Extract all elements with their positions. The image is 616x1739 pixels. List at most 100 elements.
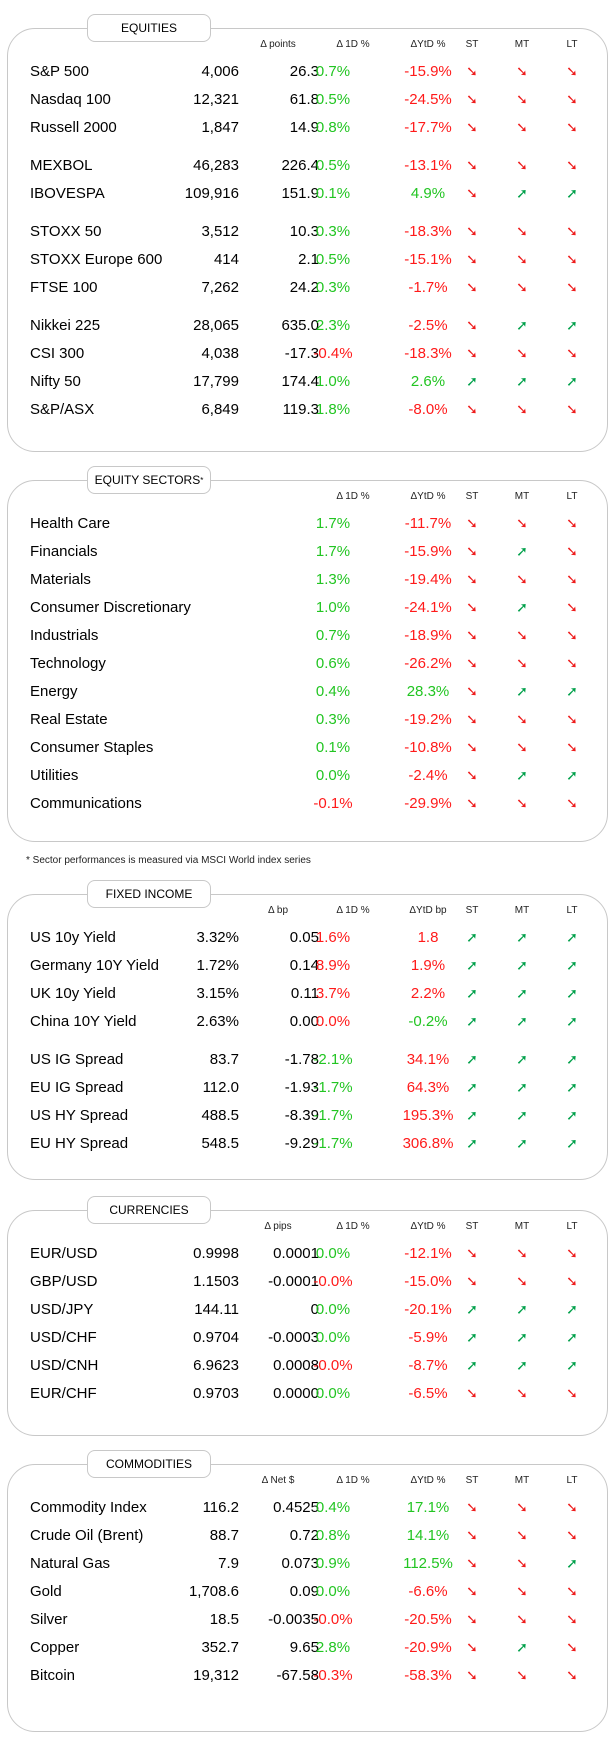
cell-v1: 1.1503 bbox=[193, 1273, 239, 1290]
cell-ytd: 2.2% bbox=[410, 985, 446, 1002]
sectors-header-lt: LT bbox=[566, 491, 578, 502]
cell-d1: 8.9% bbox=[315, 957, 351, 974]
table-row: STOXX 50 3,512 10.3 0.3% -18.3% ➘ ➘ ➘ bbox=[8, 223, 609, 243]
cell-d1: 2.8% bbox=[315, 1639, 351, 1656]
arrow-down-icon: ➘ bbox=[516, 1499, 528, 1515]
cell-v1: 12,321 bbox=[193, 91, 239, 108]
arrow-down-icon: ➘ bbox=[466, 1527, 478, 1543]
arrow-down-icon: ➘ bbox=[566, 119, 578, 135]
cell-d1: 0.4% bbox=[315, 683, 351, 700]
cell-ytd: 28.3% bbox=[406, 683, 450, 700]
cell-ytd: 2.6% bbox=[410, 373, 446, 390]
table-row: IBOVESPA 109,916 151.9 0.1% 4.9% ➘ ➚ ➚ bbox=[8, 185, 609, 205]
cell-name: Silver bbox=[30, 1611, 68, 1628]
cell-v1: 3.32% bbox=[196, 929, 239, 946]
cell-name: Energy bbox=[30, 683, 78, 700]
cell-ytd: -0.2% bbox=[408, 1013, 448, 1030]
arrow-up-icon: ➚ bbox=[516, 1107, 528, 1123]
cell-ytd: -1.7% bbox=[408, 279, 448, 296]
arrow-up-icon: ➚ bbox=[516, 1079, 528, 1095]
cell-ytd: -5.9% bbox=[408, 1329, 448, 1346]
cell-ytd: -6.6% bbox=[408, 1583, 448, 1600]
table-row: Energy 0.4% 28.3% ➘ ➚ ➚ bbox=[8, 683, 609, 703]
arrow-down-icon: ➘ bbox=[466, 119, 478, 135]
cell-name: Copper bbox=[30, 1639, 80, 1656]
commodities-header-mt: MT bbox=[514, 1475, 530, 1486]
arrow-up-icon: ➚ bbox=[566, 957, 578, 973]
cell-ytd: -2.5% bbox=[408, 317, 448, 334]
sectors-header-d1: Δ 1D % bbox=[336, 491, 370, 502]
arrow-down-icon: ➘ bbox=[466, 627, 478, 643]
cell-d1: 1.7% bbox=[315, 515, 351, 532]
cell-v1: 1,708.6 bbox=[188, 1583, 239, 1600]
table-row: USD/CNH 6.9623 0.0008 -0.0% -8.7% ➚ ➚ ➚ bbox=[8, 1357, 609, 1377]
table-row: Russell 2000 1,847 14.9 0.8% -17.7% ➘ ➘ ➘ bbox=[8, 119, 609, 139]
arrow-down-icon: ➘ bbox=[566, 223, 578, 239]
table-row: China 10Y Yield 2.63% 0.00 0.0% -0.2% ➚ ➚ ➚ bbox=[8, 1013, 609, 1033]
arrow-down-icon: ➘ bbox=[566, 711, 578, 727]
arrow-up-icon: ➚ bbox=[516, 1135, 528, 1151]
arrow-up-icon: ➚ bbox=[466, 373, 478, 389]
cell-name: Crude Oil (Brent) bbox=[30, 1527, 144, 1544]
cell-name: FTSE 100 bbox=[30, 279, 98, 296]
equities-header-d1: Δ 1D % bbox=[336, 39, 370, 50]
arrow-down-icon: ➘ bbox=[516, 571, 528, 587]
table-row: Silver 18.5 -0.0035 -0.0% -20.5% ➘ ➘ ➘ bbox=[8, 1611, 609, 1631]
arrow-up-icon: ➚ bbox=[466, 957, 478, 973]
table-row: FTSE 100 7,262 24.2 0.3% -1.7% ➘ ➘ ➘ bbox=[8, 279, 609, 299]
arrow-down-icon: ➘ bbox=[516, 711, 528, 727]
commodities-title: COMMODITIES bbox=[87, 1450, 211, 1478]
arrow-up-icon: ➚ bbox=[516, 317, 528, 333]
cell-ytd: -15.9% bbox=[404, 543, 452, 560]
cell-name: Nikkei 225 bbox=[30, 317, 101, 334]
cell-ytd: 1.9% bbox=[410, 957, 446, 974]
arrow-down-icon: ➘ bbox=[516, 401, 528, 417]
cell-d1: 1.7% bbox=[315, 543, 351, 560]
cell-v2: -9.29 bbox=[284, 1135, 319, 1152]
arrow-down-icon: ➘ bbox=[466, 1583, 478, 1599]
table-row: MEXBOL 46,283 226.4 0.5% -13.1% ➘ ➘ ➘ bbox=[8, 157, 609, 177]
cell-name: STOXX Europe 600 bbox=[30, 251, 163, 268]
cell-ytd: 34.1% bbox=[406, 1051, 450, 1068]
arrow-up-icon: ➚ bbox=[566, 929, 578, 945]
arrow-down-icon: ➘ bbox=[516, 1555, 528, 1571]
arrow-down-icon: ➘ bbox=[466, 683, 478, 699]
currencies-header-lt: LT bbox=[566, 1221, 578, 1232]
cell-d1: 0.0% bbox=[315, 1385, 351, 1402]
arrow-up-icon: ➚ bbox=[516, 1357, 528, 1373]
arrow-down-icon: ➘ bbox=[466, 1245, 478, 1261]
arrow-down-icon: ➘ bbox=[566, 1611, 578, 1627]
cell-name: USD/CHF bbox=[30, 1329, 97, 1346]
arrow-up-icon: ➚ bbox=[566, 985, 578, 1001]
cell-name: GBP/USD bbox=[30, 1273, 98, 1290]
arrow-down-icon: ➘ bbox=[466, 185, 478, 201]
commodities-header-st: ST bbox=[465, 1475, 479, 1486]
cell-v2: 0.073 bbox=[281, 1555, 319, 1572]
arrow-up-icon: ➚ bbox=[516, 1639, 528, 1655]
arrow-down-icon: ➘ bbox=[516, 119, 528, 135]
arrow-down-icon: ➘ bbox=[516, 1611, 528, 1627]
cell-name: Russell 2000 bbox=[30, 119, 117, 136]
cell-name: US IG Spread bbox=[30, 1051, 124, 1068]
table-row: US HY Spread 488.5 -8.39 -1.7% 195.3% ➚ ➚ ➚ bbox=[8, 1107, 609, 1127]
cell-d1: -0.1% bbox=[313, 795, 353, 812]
cell-ytd: -15.9% bbox=[404, 63, 452, 80]
cell-name: EUR/CHF bbox=[30, 1385, 97, 1402]
cell-name: Consumer Staples bbox=[30, 739, 154, 756]
cell-name: Health Care bbox=[30, 515, 111, 532]
cell-v1: 109,916 bbox=[184, 185, 239, 202]
arrow-up-icon: ➚ bbox=[516, 1051, 528, 1067]
table-row: Technology 0.6% -26.2% ➘ ➘ ➘ bbox=[8, 655, 609, 675]
cell-v1: 0.9704 bbox=[193, 1329, 239, 1346]
cell-v1: 352.7 bbox=[201, 1639, 239, 1656]
arrow-up-icon: ➚ bbox=[516, 185, 528, 201]
arrow-up-icon: ➚ bbox=[566, 1301, 578, 1317]
commodities-header-ytd: ΔYtD % bbox=[410, 1475, 446, 1486]
cell-ytd: 112.5% bbox=[403, 1555, 453, 1572]
arrow-down-icon: ➘ bbox=[466, 515, 478, 531]
currencies-header-st: ST bbox=[465, 1221, 479, 1232]
cell-ytd: -24.5% bbox=[404, 91, 452, 108]
cell-v2: -0.0003 bbox=[268, 1329, 319, 1346]
cell-ytd: -8.0% bbox=[408, 401, 448, 418]
sectors-header-ytd: ΔYtD % bbox=[410, 491, 446, 502]
